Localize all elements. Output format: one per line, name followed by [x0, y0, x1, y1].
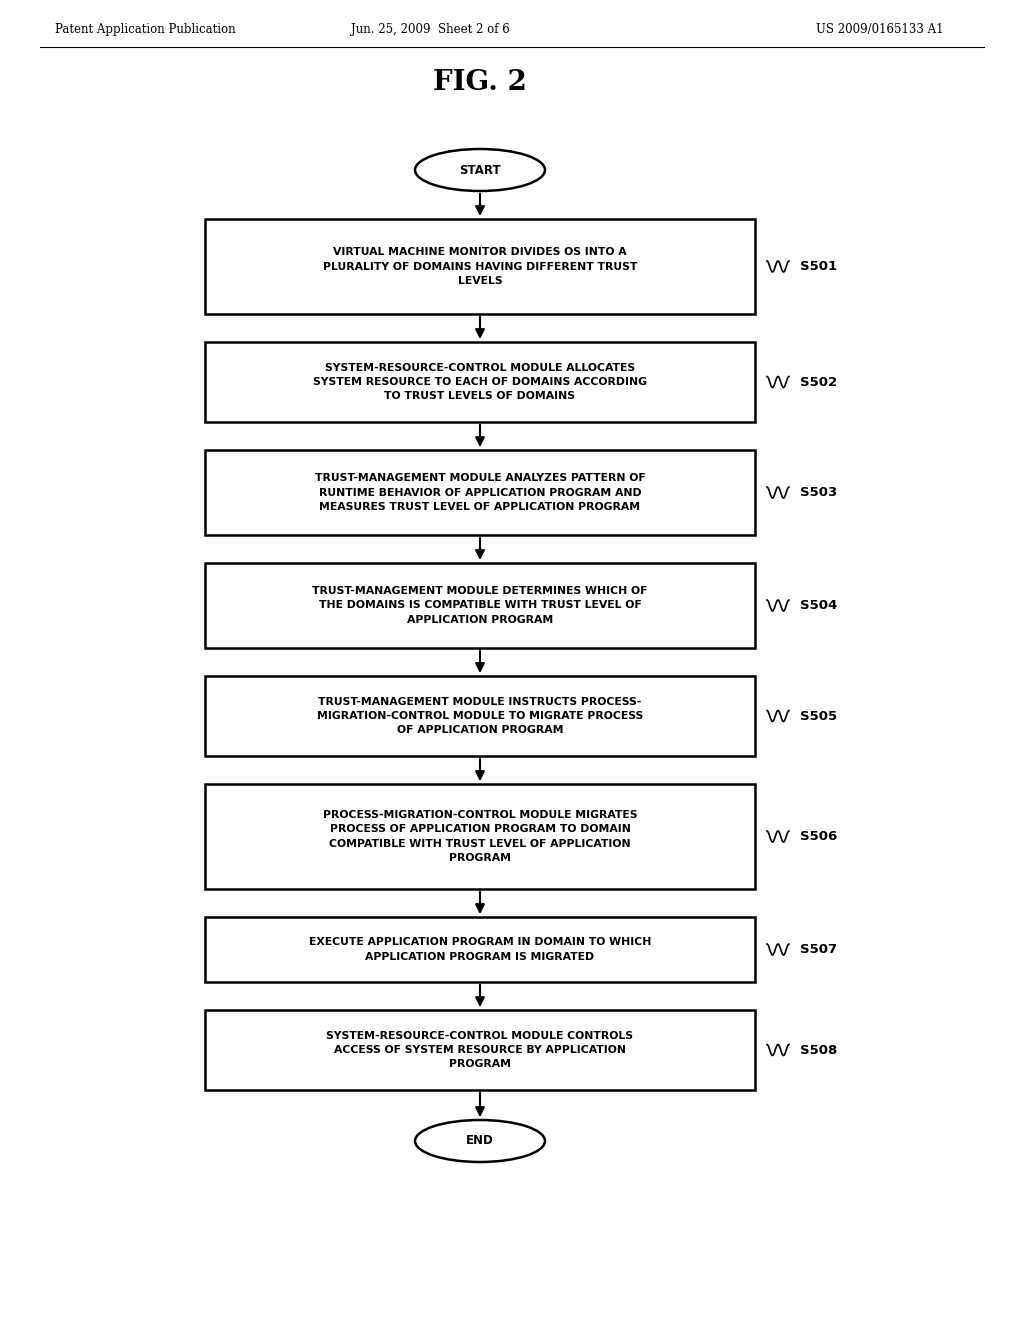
Text: S501: S501	[800, 260, 838, 273]
FancyBboxPatch shape	[205, 917, 755, 982]
Text: FIG. 2: FIG. 2	[433, 69, 527, 95]
Text: START: START	[459, 164, 501, 177]
Text: S503: S503	[800, 486, 838, 499]
Text: TRUST-MANAGEMENT MODULE DETERMINES WHICH OF
THE DOMAINS IS COMPATIBLE WITH TRUST: TRUST-MANAGEMENT MODULE DETERMINES WHICH…	[312, 586, 648, 624]
Text: END: END	[466, 1134, 494, 1147]
FancyBboxPatch shape	[205, 784, 755, 888]
Text: TRUST-MANAGEMENT MODULE ANALYZES PATTERN OF
RUNTIME BEHAVIOR OF APPLICATION PROG: TRUST-MANAGEMENT MODULE ANALYZES PATTERN…	[314, 473, 645, 512]
FancyBboxPatch shape	[205, 342, 755, 422]
Text: TRUST-MANAGEMENT MODULE INSTRUCTS PROCESS-
MIGRATION-CONTROL MODULE TO MIGRATE P: TRUST-MANAGEMENT MODULE INSTRUCTS PROCES…	[316, 697, 643, 735]
Text: S504: S504	[800, 599, 838, 612]
FancyBboxPatch shape	[205, 564, 755, 648]
Text: S502: S502	[800, 375, 838, 388]
FancyBboxPatch shape	[205, 219, 755, 314]
Text: VIRTUAL MACHINE MONITOR DIVIDES OS INTO A
PLURALITY OF DOMAINS HAVING DIFFERENT : VIRTUAL MACHINE MONITOR DIVIDES OS INTO …	[323, 247, 637, 286]
Text: S505: S505	[800, 710, 838, 722]
Text: SYSTEM-RESOURCE-CONTROL MODULE CONTROLS
ACCESS OF SYSTEM RESOURCE BY APPLICATION: SYSTEM-RESOURCE-CONTROL MODULE CONTROLS …	[327, 1031, 634, 1069]
FancyBboxPatch shape	[205, 450, 755, 535]
Text: S506: S506	[800, 830, 838, 843]
Ellipse shape	[415, 1119, 545, 1162]
Text: EXECUTE APPLICATION PROGRAM IN DOMAIN TO WHICH
APPLICATION PROGRAM IS MIGRATED: EXECUTE APPLICATION PROGRAM IN DOMAIN TO…	[309, 937, 651, 962]
Text: S508: S508	[800, 1044, 838, 1056]
Text: Jun. 25, 2009  Sheet 2 of 6: Jun. 25, 2009 Sheet 2 of 6	[350, 24, 509, 37]
Text: S507: S507	[800, 942, 838, 956]
Ellipse shape	[415, 149, 545, 191]
Text: US 2009/0165133 A1: US 2009/0165133 A1	[816, 24, 944, 37]
Text: PROCESS-MIGRATION-CONTROL MODULE MIGRATES
PROCESS OF APPLICATION PROGRAM TO DOMA: PROCESS-MIGRATION-CONTROL MODULE MIGRATE…	[323, 810, 637, 863]
Text: SYSTEM-RESOURCE-CONTROL MODULE ALLOCATES
SYSTEM RESOURCE TO EACH OF DOMAINS ACCO: SYSTEM-RESOURCE-CONTROL MODULE ALLOCATES…	[313, 363, 647, 401]
FancyBboxPatch shape	[205, 676, 755, 756]
Text: Patent Application Publication: Patent Application Publication	[55, 24, 236, 37]
FancyBboxPatch shape	[205, 1010, 755, 1090]
